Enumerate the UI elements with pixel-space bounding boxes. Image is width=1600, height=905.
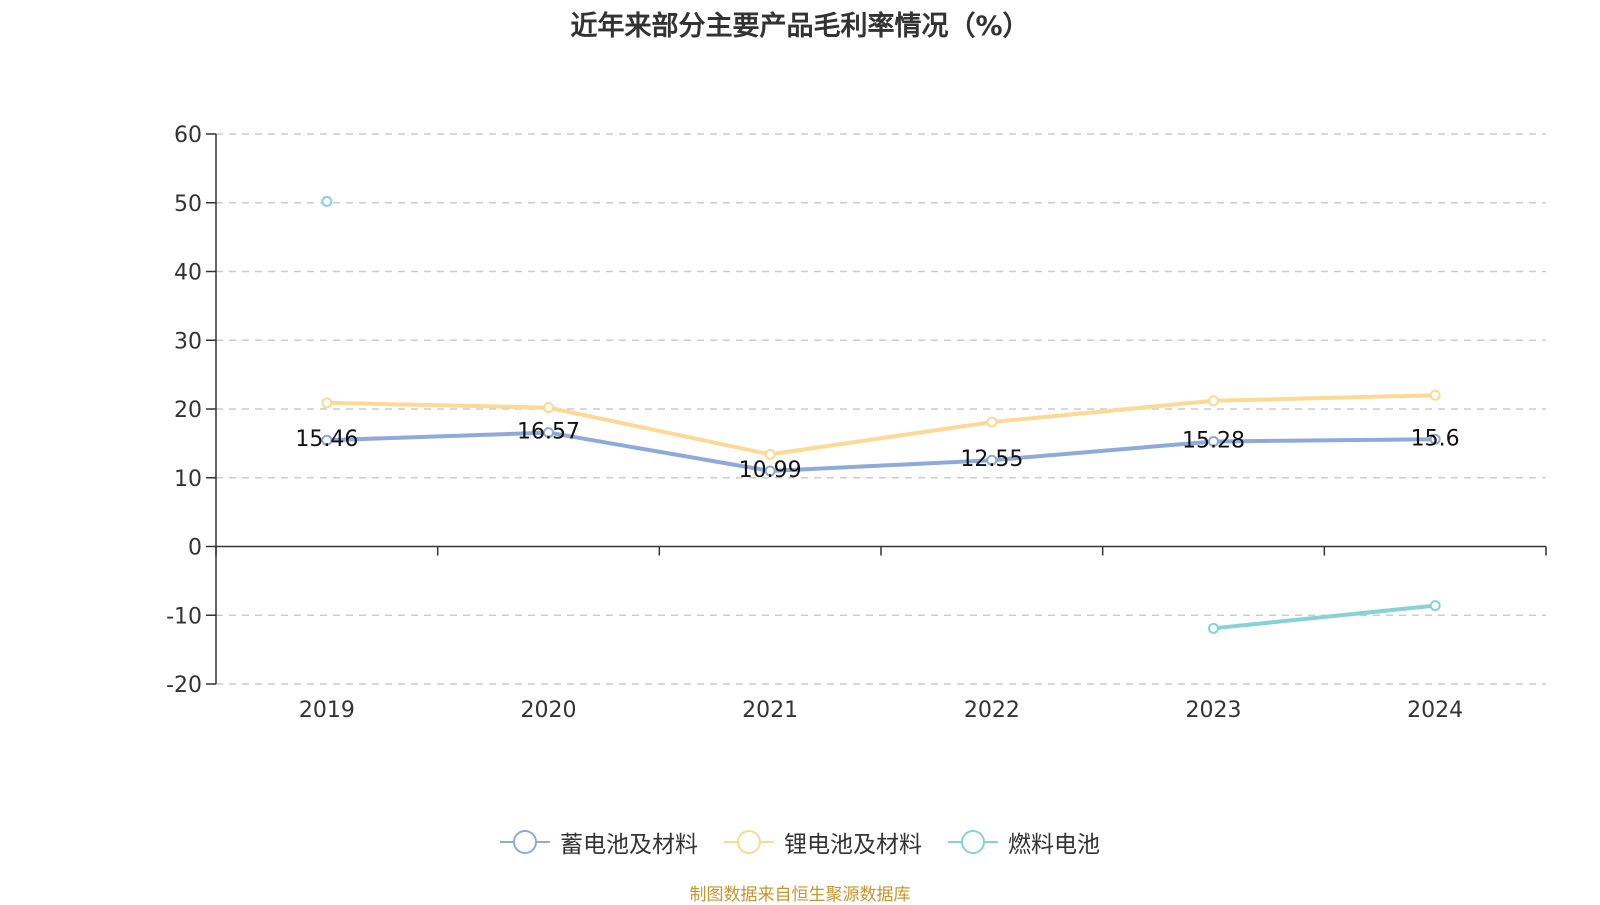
data-point [321,434,333,446]
data-point [1208,622,1219,634]
data-point [543,402,554,414]
legend-label: 燃料电池 [1008,832,1100,858]
data-point [1429,433,1441,445]
series-2 [321,389,1441,460]
data-label: 16.57 [517,420,580,445]
data-point [543,427,554,439]
series-line [1213,603,1436,631]
data-point [986,454,998,466]
y-tick-label: 60 [174,123,202,148]
data-point [321,195,333,207]
data-label: 15.6 [1411,426,1460,451]
y-tick-label: 0 [188,536,202,561]
grid-lines [216,133,1546,685]
data-label: 10.99 [739,458,802,483]
x-tick-label: 2023 [1186,698,1242,723]
data-point [764,448,776,460]
y-tick-label: 40 [174,261,202,286]
y-tick-label: -20 [166,673,202,698]
legend-marker-icon [500,829,550,855]
x-tick-label: 2019 [299,698,355,723]
legend: 蓄电池及材料 锂电池及材料 燃料电池 [0,822,1600,862]
series-3 [321,195,1441,634]
data-point [1429,389,1441,401]
chart-title: 近年来部分主要产品毛利率情况（%） [570,11,1030,42]
y-tick-label: -10 [166,604,202,629]
data-label: 12.55 [960,447,1023,472]
series [321,195,1441,634]
data-point [986,416,998,428]
series-line [326,430,1436,473]
legend-item[interactable]: 锂电池及材料 [724,825,922,859]
data-labels: 15.46 16.57 10.99 12.55 15.28 15.6 [295,420,1459,483]
legend-item[interactable]: 燃料电池 [948,825,1100,859]
x-tick-label: 2022 [964,698,1020,723]
y-tick-label: 30 [174,329,202,354]
series-line [326,393,1436,457]
data-point [1208,395,1219,407]
x-tick-label: 2024 [1407,698,1463,723]
legend-label: 蓄电池及材料 [560,832,698,858]
legend-label: 锂电池及材料 [784,832,922,858]
data-point [1429,600,1441,612]
y-tick-label: 50 [174,192,202,217]
y-tick-label: 20 [174,398,202,423]
data-label: 15.28 [1182,428,1245,453]
source-note: 制图数据来自恒生聚源数据库 [689,885,911,905]
data-point [321,397,333,409]
x-tick-label: 2020 [521,698,577,723]
legend-marker-icon [948,829,998,855]
data-label: 15.46 [295,427,358,452]
legend-marker-icon [724,829,774,855]
y-tick-label: 10 [174,467,202,492]
data-point [1208,435,1219,447]
legend-item[interactable]: 蓄电池及材料 [500,825,698,859]
data-point [764,465,776,477]
axes: 60 50 40 30 20 10 0 -10 -20 2019 2020 2021 2022 2023 2… [166,123,1547,723]
x-tick-label: 2021 [742,698,798,723]
series-1 [321,427,1441,477]
